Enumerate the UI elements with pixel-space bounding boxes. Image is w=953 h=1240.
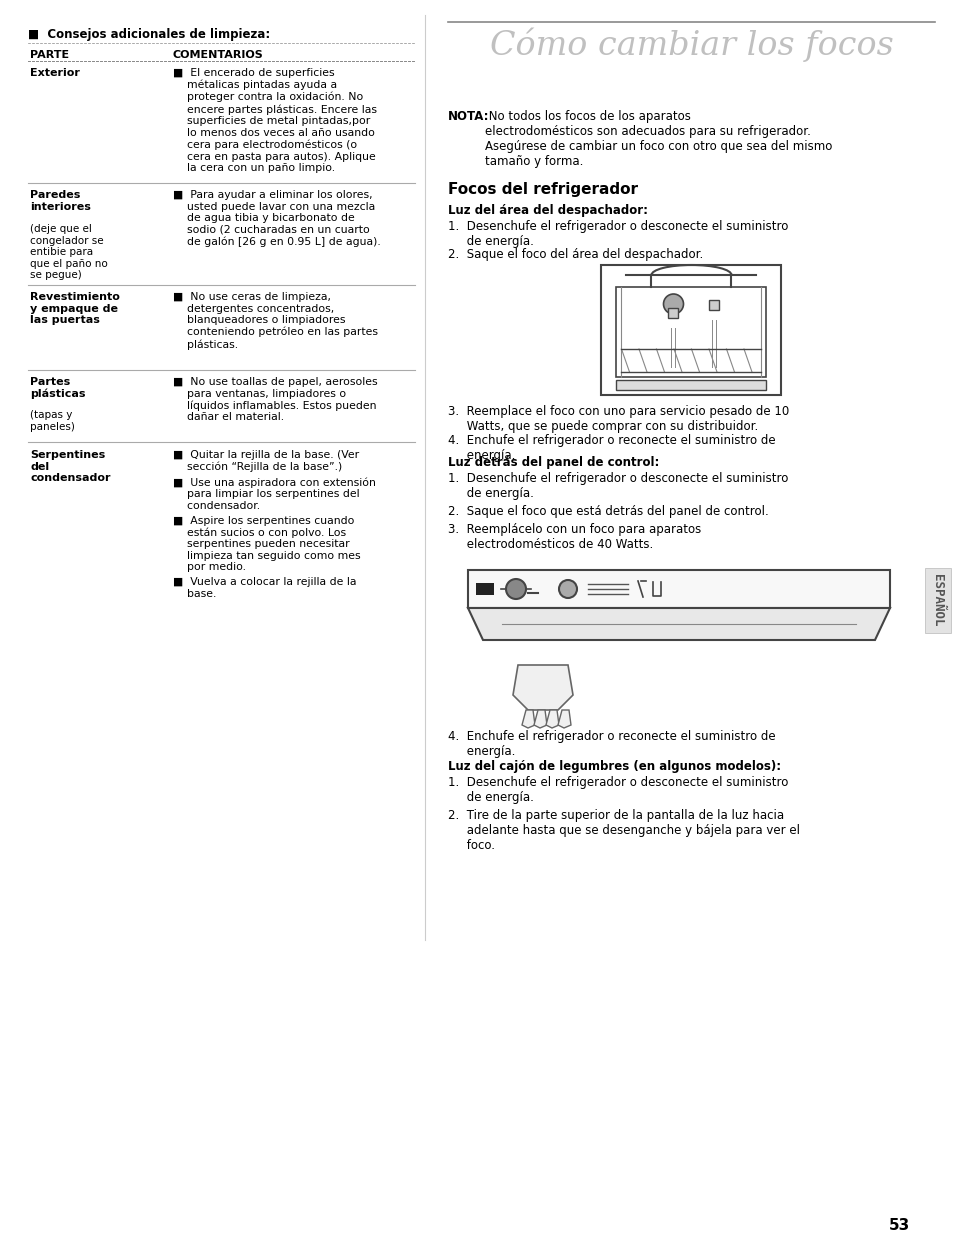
Bar: [616, 286, 765, 377]
Polygon shape: [521, 711, 535, 728]
Text: 4.  Enchufe el refrigerador o reconecte el suministro de
     energía.: 4. Enchufe el refrigerador o reconecte e…: [448, 730, 775, 758]
Text: (tapas y
paneles): (tapas y paneles): [30, 410, 74, 432]
Polygon shape: [545, 711, 558, 728]
Circle shape: [505, 579, 525, 599]
Text: ■  Consejos adicionales de limpieza:: ■ Consejos adicionales de limpieza:: [28, 29, 270, 41]
Text: 4.  Enchufe el refrigerador o reconecte el suministro de
     energía.: 4. Enchufe el refrigerador o reconecte e…: [448, 434, 775, 463]
Text: 2.  Saque el foco del área del despachador.: 2. Saque el foco del área del despachado…: [448, 248, 702, 260]
Text: ■  No use ceras de limpieza,
    detergentes concentrados,
    blanqueadores o l: ■ No use ceras de limpieza, detergentes …: [172, 291, 377, 350]
Text: 1.  Desenchufe el refrigerador o desconecte el suministro
     de energía.: 1. Desenchufe el refrigerador o desconec…: [448, 219, 787, 248]
Text: ■  El encerado de superficies
    métalicas pintadas ayuda a
    proteger contra: ■ El encerado de superficies métalicas p…: [172, 68, 376, 174]
Text: NOTA:: NOTA:: [448, 110, 489, 123]
Polygon shape: [513, 665, 573, 711]
Bar: [601, 265, 781, 396]
Bar: [468, 570, 889, 608]
Text: 3.  Reemplácelo con un foco para aparatos
     electrodomésticos de 40 Watts.: 3. Reemplácelo con un foco para aparatos…: [448, 523, 700, 551]
Polygon shape: [468, 608, 889, 640]
Bar: [476, 583, 494, 595]
Text: ■  Quitar la rejilla de la base. (Ver
    sección “Rejilla de la base”.): ■ Quitar la rejilla de la base. (Ver sec…: [172, 450, 358, 472]
Text: Revestimiento
y empaque de
las puertas: Revestimiento y empaque de las puertas: [30, 291, 120, 325]
Text: ■  Use una aspiradora con extensión
    para limpiar los serpentines del
    con: ■ Use una aspiradora con extensión para …: [172, 477, 375, 511]
Text: Luz del área del despachador:: Luz del área del despachador:: [448, 205, 647, 217]
Text: 53: 53: [888, 1218, 909, 1233]
Text: Exterior: Exterior: [30, 68, 80, 78]
Text: Focos del refrigerador: Focos del refrigerador: [448, 182, 638, 197]
Text: Luz detrás del panel de control:: Luz detrás del panel de control:: [448, 456, 659, 469]
Text: 2.  Saque el foco que está detrás del panel de control.: 2. Saque el foco que está detrás del pan…: [448, 505, 768, 518]
Text: Cómo cambiar los focos: Cómo cambiar los focos: [489, 29, 892, 62]
Text: Partes
plásticas: Partes plásticas: [30, 377, 86, 399]
Bar: [616, 379, 765, 391]
Text: ■  Para ayudar a eliminar los olores,
    usted puede lavar con una mezcla
    d: ■ Para ayudar a eliminar los olores, ust…: [172, 190, 380, 247]
Bar: [668, 308, 678, 317]
Polygon shape: [558, 711, 571, 728]
Text: No todos los focos de los aparatos
electrodomésticos son adecuados para su refri: No todos los focos de los aparatos elect…: [484, 110, 832, 167]
Text: 1.  Desenchufe el refrigerador o desconecte el suministro
     de energía.: 1. Desenchufe el refrigerador o desconec…: [448, 472, 787, 500]
Text: (deje que el
congelador se
entibie para
que el paño no
se pegue): (deje que el congelador se entibie para …: [30, 224, 108, 280]
Text: Paredes
interiores: Paredes interiores: [30, 190, 91, 212]
Text: ■  Aspire los serpentines cuando
    están sucios o con polvo. Los
    serpentin: ■ Aspire los serpentines cuando están su…: [172, 516, 360, 573]
Text: ESPAÑOL: ESPAÑOL: [930, 574, 943, 626]
Text: Serpentines
del
condensador: Serpentines del condensador: [30, 450, 111, 484]
Text: Luz del cajón de legumbres (en algunos modelos):: Luz del cajón de legumbres (en algunos m…: [448, 760, 781, 773]
Circle shape: [662, 294, 682, 314]
Bar: [708, 300, 719, 310]
Text: 2.  Tire de la parte superior de la pantalla de la luz hacia
     adelante hasta: 2. Tire de la parte superior de la panta…: [448, 808, 800, 852]
Text: PARTE: PARTE: [30, 50, 69, 60]
Text: COMENTARIOS: COMENTARIOS: [172, 50, 263, 60]
Circle shape: [558, 580, 577, 598]
Text: 3.  Reemplace el foco con uno para servicio pesado de 10
     Watts, que se pued: 3. Reemplace el foco con uno para servic…: [448, 405, 788, 433]
Text: 1.  Desenchufe el refrigerador o desconecte el suministro
     de energía.: 1. Desenchufe el refrigerador o desconec…: [448, 776, 787, 804]
Text: ■  Vuelva a colocar la rejilla de la
    base.: ■ Vuelva a colocar la rejilla de la base…: [172, 577, 356, 599]
Text: ■  No use toallas de papel, aerosoles
    para ventanas, limpiadores o
    líqui: ■ No use toallas de papel, aerosoles par…: [172, 377, 377, 423]
Polygon shape: [534, 711, 546, 728]
